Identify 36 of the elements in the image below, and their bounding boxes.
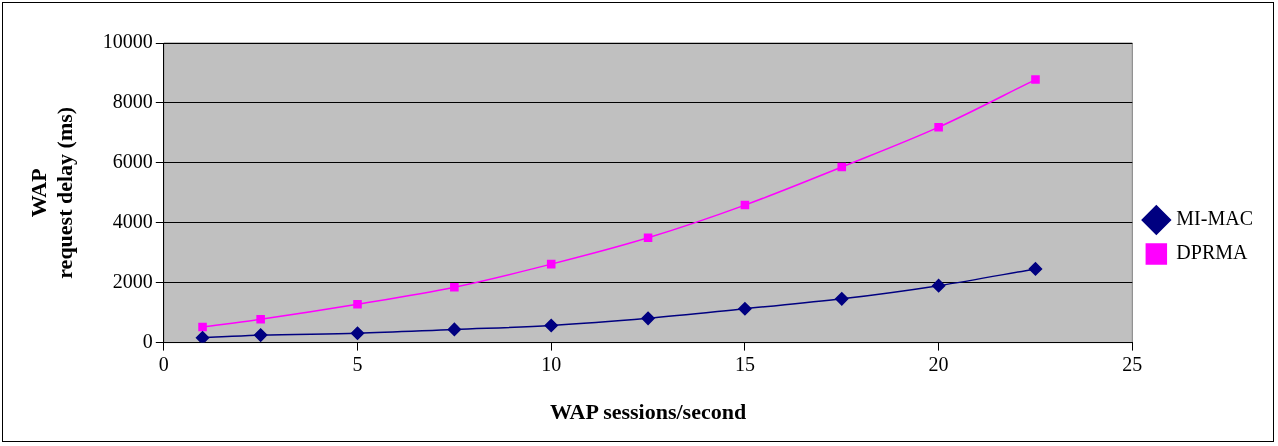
- point: [544, 318, 558, 333]
- y-tick-label: 6000: [112, 150, 153, 173]
- point: [447, 322, 462, 337]
- point: [931, 278, 946, 293]
- x-tick-label: 0: [158, 352, 169, 375]
- y-tick-label: 10000: [102, 30, 153, 53]
- x-tick-label: 5: [352, 352, 363, 375]
- point: [546, 259, 556, 269]
- point: [1028, 262, 1043, 276]
- point: [195, 331, 210, 343]
- y-tick-label: 0: [142, 329, 153, 352]
- x-tick-label: 15: [734, 352, 755, 375]
- y-tick-label: 4000: [112, 210, 153, 233]
- x-tick-label: 20: [928, 352, 949, 375]
- point: [643, 233, 653, 243]
- point: [641, 311, 655, 326]
- point: [835, 292, 849, 306]
- point: [253, 328, 268, 342]
- point: [198, 322, 207, 332]
- legend-label: DPRMA: [1176, 241, 1249, 264]
- legend-label: MI-MAC: [1176, 207, 1253, 230]
- y-tick-label: 2000: [112, 269, 153, 292]
- x-tick-label: 10: [541, 352, 562, 375]
- point: [837, 162, 847, 172]
- point: [256, 314, 265, 324]
- y-tick-label: 8000: [112, 90, 153, 113]
- point: [350, 326, 365, 341]
- point: [934, 122, 943, 132]
- point: [450, 282, 459, 292]
- y-axis-title: WAP request delay (ms): [25, 106, 78, 279]
- x-tick-label: 25: [1122, 352, 1143, 375]
- point: [1031, 75, 1040, 84]
- point: [738, 302, 752, 316]
- point: [740, 200, 750, 210]
- x-axis-title: WAP sessions/second: [549, 399, 747, 425]
- point: [353, 299, 362, 309]
